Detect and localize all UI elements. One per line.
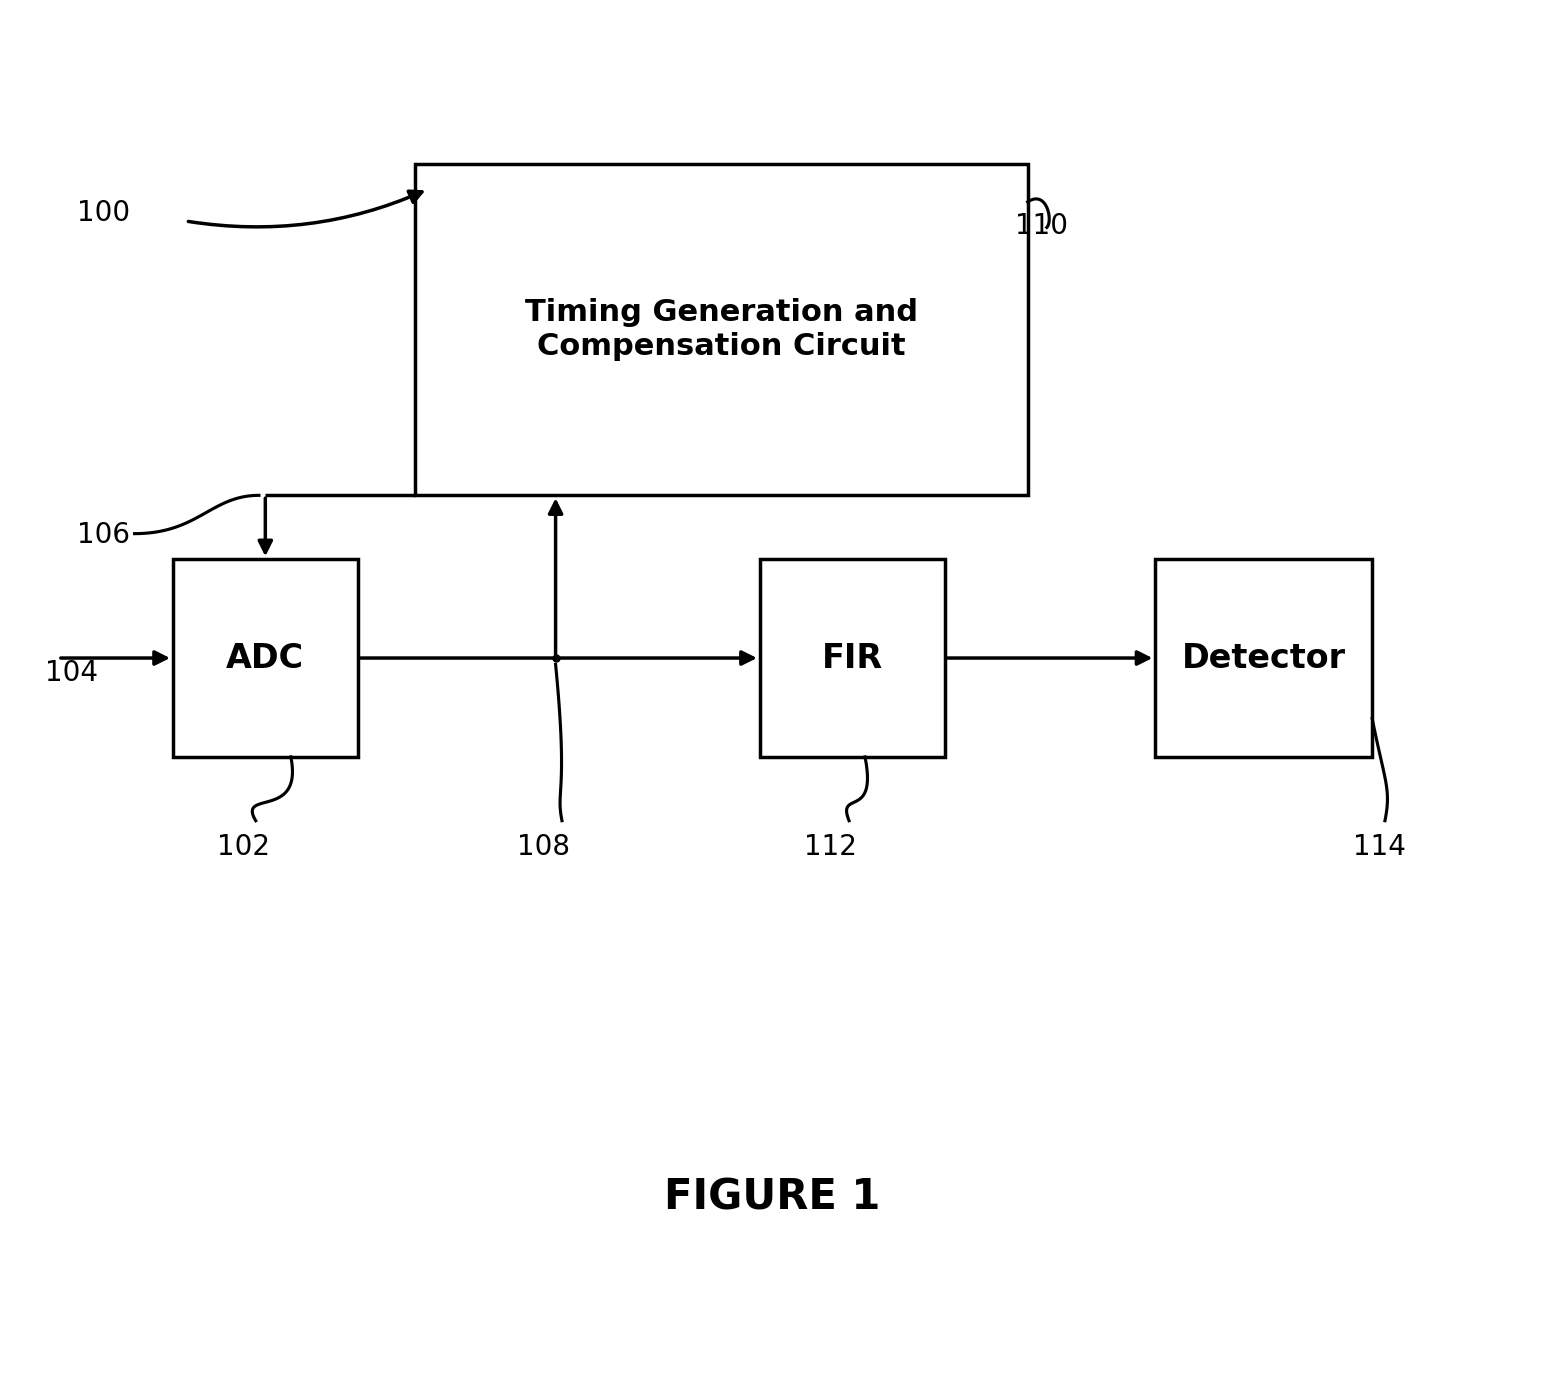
Text: 114: 114: [1353, 834, 1406, 862]
Bar: [1156, 560, 1372, 757]
Text: ADC: ADC: [226, 642, 304, 674]
Text: 106: 106: [77, 520, 130, 548]
Text: 112: 112: [805, 834, 857, 862]
Text: 104: 104: [45, 659, 99, 687]
Bar: [173, 560, 358, 757]
Text: 108: 108: [518, 834, 570, 862]
Text: FIGURE 1: FIGURE 1: [664, 1177, 881, 1219]
Text: 102: 102: [218, 834, 270, 862]
Text: 100: 100: [77, 199, 130, 227]
Bar: [760, 560, 944, 757]
Text: 110: 110: [1015, 213, 1068, 241]
Text: FIR: FIR: [822, 642, 882, 674]
Bar: [416, 164, 1027, 495]
Text: Detector: Detector: [1182, 642, 1346, 674]
Text: Timing Generation and
Compensation Circuit: Timing Generation and Compensation Circu…: [525, 298, 918, 361]
